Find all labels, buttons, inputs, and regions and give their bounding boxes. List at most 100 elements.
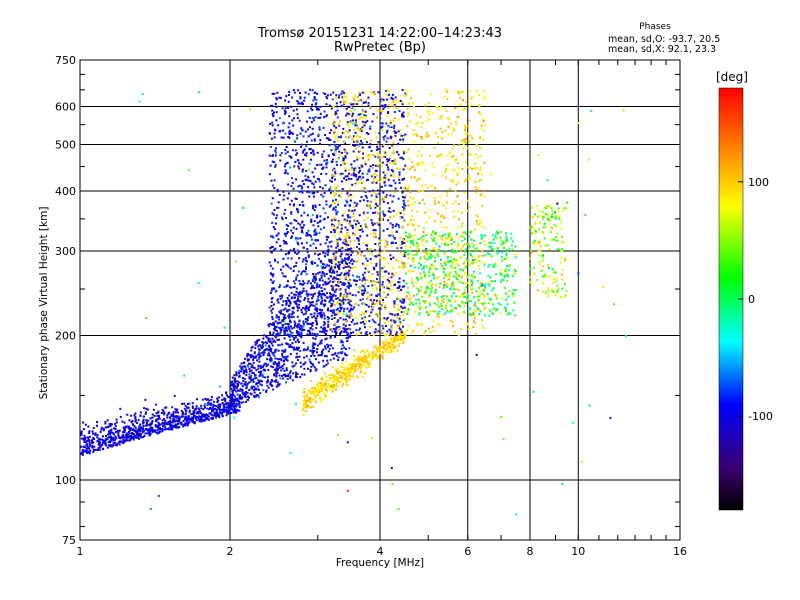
data-point — [167, 421, 170, 424]
data-point — [346, 292, 349, 295]
data-point — [343, 284, 346, 286]
data-point — [427, 102, 430, 105]
data-point — [401, 240, 404, 243]
data-point — [350, 224, 353, 227]
data-point — [342, 158, 345, 161]
data-point — [402, 114, 404, 117]
data-point — [85, 440, 88, 443]
data-point — [391, 289, 394, 291]
data-point — [210, 398, 213, 401]
data-point — [335, 138, 338, 141]
data-point — [334, 335, 336, 338]
data-point — [308, 309, 310, 311]
data-point — [317, 354, 320, 357]
data-point — [457, 92, 460, 95]
data-point — [378, 298, 381, 301]
data-point — [394, 313, 397, 316]
data-point — [331, 175, 334, 178]
data-point — [367, 352, 370, 355]
data-point — [133, 425, 136, 428]
data-point — [358, 182, 361, 185]
data-point — [313, 277, 316, 280]
data-point — [268, 345, 271, 348]
data-point — [335, 251, 338, 254]
data-point — [178, 426, 181, 429]
data-point — [233, 402, 235, 405]
data-point — [325, 265, 328, 268]
data-point — [372, 173, 375, 176]
data-point — [361, 312, 364, 314]
data-point — [278, 117, 281, 120]
data-point — [393, 111, 396, 113]
chart-title: Tromsø 20151231 14:22:00–14:23:43 — [257, 26, 503, 41]
data-point — [370, 175, 373, 178]
data-point — [261, 365, 264, 368]
data-point — [365, 331, 368, 334]
data-point — [127, 436, 130, 439]
data-point — [297, 341, 300, 344]
data-point — [261, 341, 264, 343]
data-point — [388, 351, 391, 354]
data-point — [431, 162, 434, 165]
data-point — [146, 432, 149, 435]
data-point — [379, 308, 382, 310]
data-point — [149, 433, 152, 435]
data-point — [329, 358, 332, 361]
data-point — [337, 158, 340, 160]
data-point — [385, 98, 388, 101]
data-point — [142, 418, 145, 421]
data-point — [403, 336, 406, 339]
data-point — [396, 349, 399, 352]
data-point — [350, 321, 353, 323]
data-point — [482, 261, 485, 264]
data-point — [230, 399, 233, 402]
data-point — [332, 208, 335, 211]
data-point — [246, 359, 249, 362]
data-point — [336, 109, 339, 112]
data-point — [184, 422, 187, 425]
data-point — [474, 186, 477, 189]
data-point — [126, 425, 129, 428]
data-point — [240, 397, 243, 400]
data-point — [347, 214, 350, 217]
data-point — [96, 436, 99, 439]
data-point — [344, 169, 347, 172]
data-point — [385, 318, 388, 321]
data-point — [278, 96, 281, 99]
data-point — [349, 363, 352, 365]
data-point — [330, 261, 333, 263]
data-point — [88, 430, 91, 433]
data-point — [302, 408, 305, 411]
data-point — [387, 168, 390, 171]
data-point — [352, 318, 354, 321]
data-point — [369, 326, 371, 329]
data-point — [370, 194, 373, 197]
data-point — [342, 267, 345, 269]
data-point — [247, 365, 250, 368]
data-point — [275, 289, 278, 292]
data-point — [406, 166, 409, 169]
data-point — [270, 246, 273, 248]
data-point — [307, 297, 310, 300]
data-point — [274, 129, 277, 132]
data-point — [312, 150, 315, 153]
data-point — [470, 288, 472, 291]
data-point — [305, 241, 308, 244]
data-point — [291, 307, 294, 309]
data-point — [273, 92, 276, 95]
data-point — [251, 345, 254, 348]
data-point — [329, 269, 332, 272]
data-point — [374, 243, 377, 245]
data-point — [475, 192, 478, 195]
data-point — [235, 390, 238, 393]
data-point — [293, 346, 296, 349]
data-point — [479, 219, 482, 222]
data-point — [380, 216, 383, 219]
data-point — [314, 317, 317, 319]
data-point — [280, 329, 283, 332]
data-point — [356, 368, 359, 371]
data-point — [306, 110, 309, 113]
data-point — [282, 377, 285, 380]
data-point — [362, 263, 365, 266]
data-point — [385, 351, 388, 354]
